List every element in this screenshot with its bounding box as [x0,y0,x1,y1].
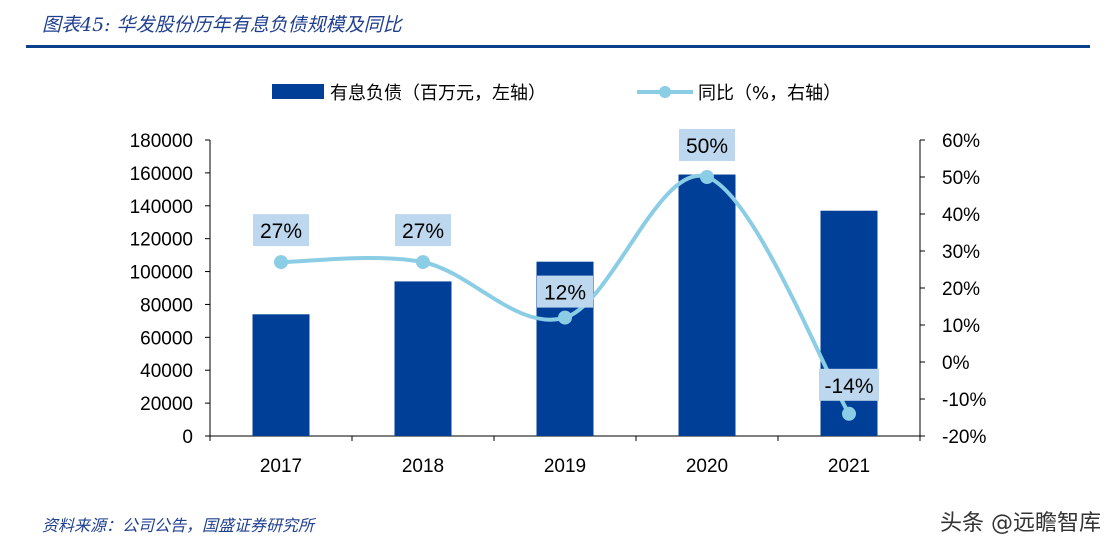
legend-bar-swatch [272,84,324,99]
yoy-point-2021 [842,406,856,421]
right-tick-label: 30% [942,242,980,263]
left-tick-label: 0 [182,427,193,448]
left-tick-label: 80000 [140,295,193,316]
legend-bar-label: 有息负债（百万元，左轴） [330,83,546,104]
left-tick-label: 160000 [130,164,193,185]
bar-2017 [252,314,310,436]
legend-line-marker [659,86,671,98]
data-label: 27% [402,220,444,243]
data-label: -14% [824,375,873,398]
left-tick-label: 40000 [140,361,193,382]
left-tick-label: 120000 [130,230,193,251]
right-tick-label: 10% [942,316,980,337]
title-rule [26,45,1090,48]
right-tick-label: 50% [942,168,980,189]
data-label: 50% [686,135,728,158]
yoy-point-2018 [416,255,430,270]
data-label-bg [679,129,735,161]
right-tick-label: 40% [942,205,980,226]
yoy-point-2019 [558,310,572,325]
legend-line-label: 同比（%，右轴） [698,83,841,104]
x-tick-label: 2017 [260,456,302,477]
left-tick-label: 140000 [130,197,193,218]
watermark: 头条 @远瞻智库 [940,511,1101,536]
data-label-bg [819,368,879,401]
right-tick-label: 0% [942,353,970,374]
yoy-point-2020 [700,170,714,184]
left-tick-label: 20000 [140,394,193,415]
x-tick-label: 2020 [686,456,728,477]
x-tick-label: 2021 [828,456,870,477]
data-label-bg [253,214,309,247]
data-label-bg [395,214,451,247]
left-tick-label: 60000 [140,328,193,349]
x-tick-label: 2019 [544,456,586,477]
chart-title: 图表45: 华发股份历年有息负债规模及同比 [42,14,402,36]
bar-2020 [678,174,736,437]
yoy-point-2017 [274,255,288,270]
x-tick-label: 2018 [402,456,444,477]
bar-2021 [820,210,878,436]
left-tick-label: 100000 [130,263,193,284]
data-label-bg [537,275,593,308]
source-note: 资料来源：公司公告，国盛证券研究所 [42,516,315,535]
data-label: 12% [544,282,586,305]
bar-2018 [394,281,452,436]
right-tick-label: 20% [942,279,980,300]
right-tick-label: -20% [942,427,986,448]
left-tick-label: 180000 [130,131,193,152]
right-tick-label: 60% [942,131,980,152]
right-tick-label: -10% [942,390,986,411]
data-label: 27% [260,220,302,243]
